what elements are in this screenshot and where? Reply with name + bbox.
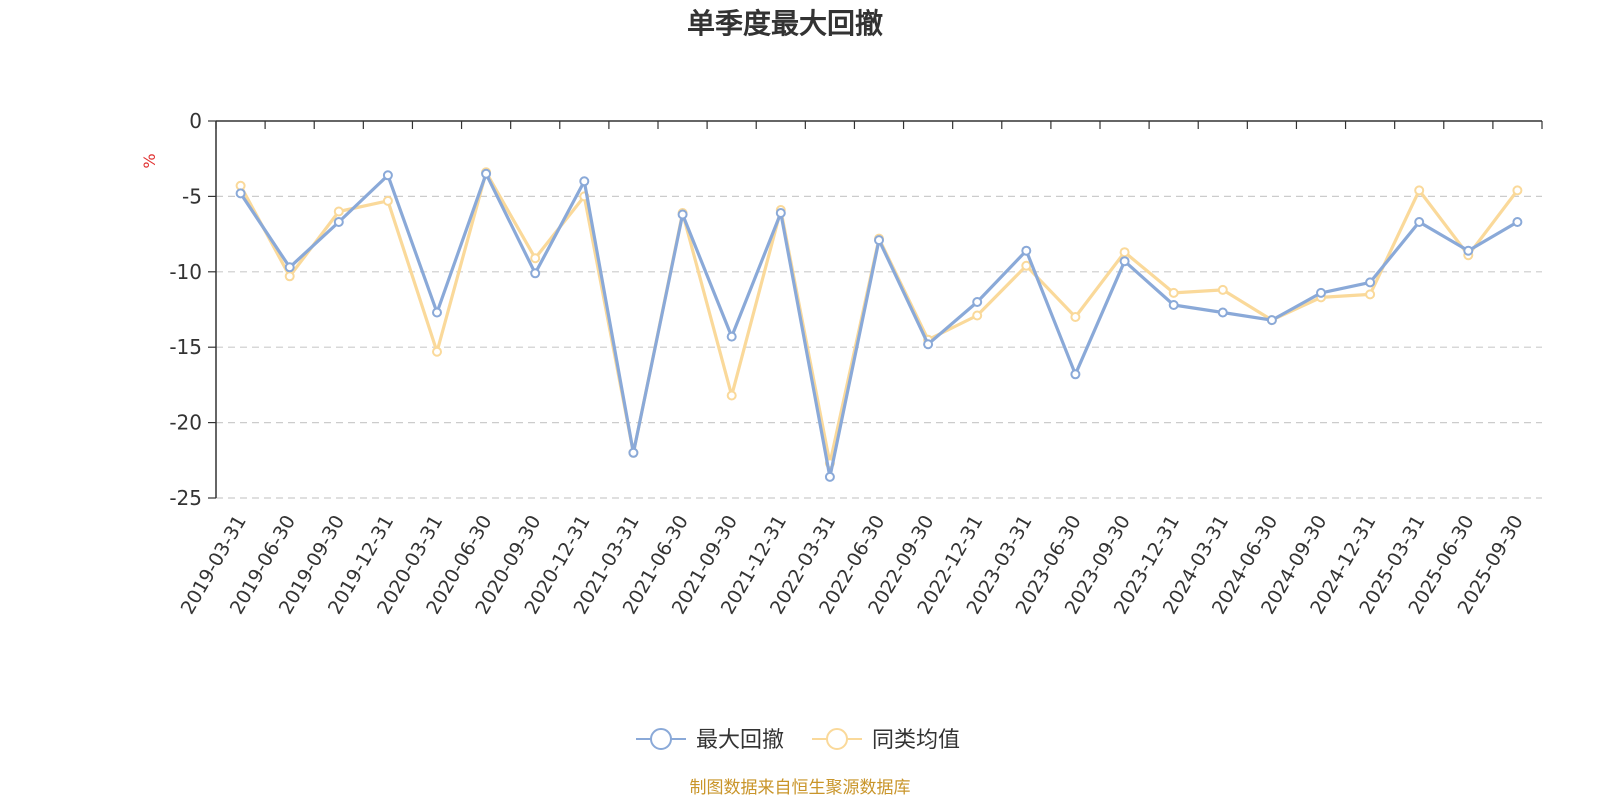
data-point [1119, 256, 1130, 267]
data-point [1070, 312, 1081, 322]
chart-title: 单季度最大回撤 [687, 7, 883, 40]
data-point [628, 447, 639, 458]
legend-circle-icon [650, 728, 672, 750]
data-point [1512, 185, 1523, 196]
data-point [677, 209, 688, 220]
data-point [1021, 260, 1032, 271]
x-axis-ticks: 2019-03-312019-06-302019-09-302019-12-31… [177, 121, 1543, 618]
legend-label: 同类均值 [872, 728, 960, 753]
legend-item-max-drawdown[interactable]: 最大回撤 [636, 728, 784, 753]
legend-circle-icon [826, 728, 848, 750]
data-point [432, 346, 442, 357]
legend-label: 最大回撤 [696, 728, 784, 753]
series-line [239, 170, 1519, 465]
axes [215, 120, 1542, 498]
data-point [972, 297, 983, 307]
data-point [1021, 245, 1032, 256]
y-axis-ticks: 0 -5 -10 -15 -20 -25 [169, 109, 216, 510]
data-point [530, 268, 541, 279]
y-tick-label: 0 [189, 109, 202, 133]
data-point [923, 339, 934, 350]
data-point [1168, 287, 1179, 298]
data-point [382, 170, 393, 181]
data-point [1168, 300, 1179, 310]
data-point [481, 168, 492, 179]
y-tick-label: -15 [169, 335, 202, 359]
data-point [972, 310, 983, 321]
data-point [1070, 369, 1081, 380]
data-point [284, 262, 295, 273]
data-point [1463, 245, 1474, 256]
data-point [530, 253, 541, 264]
data-point [1365, 277, 1376, 288]
data-point [726, 331, 737, 342]
data-point [874, 235, 884, 246]
data-point [1414, 217, 1425, 227]
data-point [824, 471, 835, 482]
data-point [432, 307, 442, 318]
y-tick-label: -10 [169, 260, 202, 284]
data-point [1119, 247, 1130, 258]
y-tick-label: -20 [169, 411, 202, 435]
data-source-note: 制图数据来自恒生聚源数据库 [690, 778, 911, 798]
legend-item-peer-average[interactable]: 同类均值 [812, 728, 960, 753]
series-max-drawdown [235, 168, 1523, 482]
data-point [284, 271, 295, 282]
y-tick-label: -25 [169, 486, 202, 510]
series-group [235, 167, 1523, 482]
data-point [1414, 185, 1425, 196]
data-point [333, 206, 344, 217]
data-point [333, 217, 344, 227]
data-point [1512, 217, 1523, 227]
data-point [1316, 287, 1326, 298]
data-point [1365, 289, 1376, 300]
data-point [726, 390, 737, 401]
data-point [382, 195, 393, 206]
data-point [1266, 315, 1277, 326]
data-point [579, 176, 590, 187]
y-tick-label: -5 [182, 184, 202, 208]
data-point [775, 208, 786, 218]
data-point [1217, 307, 1228, 318]
legend[interactable]: 最大回撤 同类均值 [636, 728, 960, 753]
data-point [235, 188, 246, 199]
data-point [1217, 284, 1228, 295]
y-axis-unit: % [140, 153, 159, 168]
series-line [239, 172, 1519, 479]
